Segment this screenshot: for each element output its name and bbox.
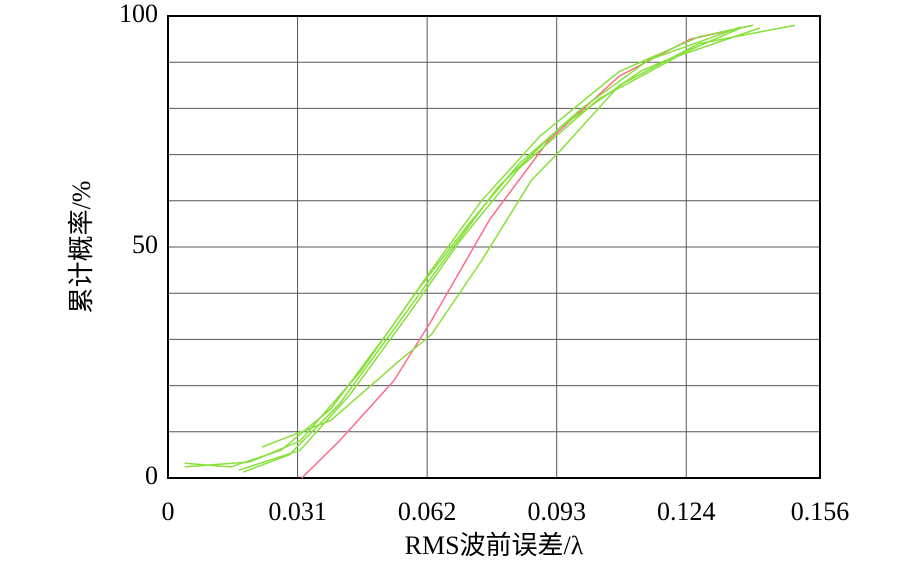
series-line [301, 24, 754, 479]
x-tick-label: 0.093 [527, 497, 586, 526]
y-tick-label: 0 [145, 461, 158, 490]
series-line [238, 27, 761, 471]
x-axis-label: RMS波前误差/λ [405, 531, 584, 560]
y-axis-label: 累计概率/% [67, 181, 96, 314]
series-line [242, 27, 741, 473]
y-tick-label: 50 [132, 230, 158, 259]
x-tick-label: 0.062 [398, 497, 457, 526]
plot-frame [167, 15, 821, 479]
series-line [184, 24, 754, 468]
series-line [184, 26, 741, 468]
y-tick-label: 100 [119, 0, 158, 28]
x-tick-label: 0.124 [657, 497, 716, 526]
x-tick-label: 0.031 [268, 497, 327, 526]
series-line [261, 24, 796, 448]
x-tick-label: 0.156 [791, 497, 850, 526]
x-tick-label: 0 [162, 497, 175, 526]
